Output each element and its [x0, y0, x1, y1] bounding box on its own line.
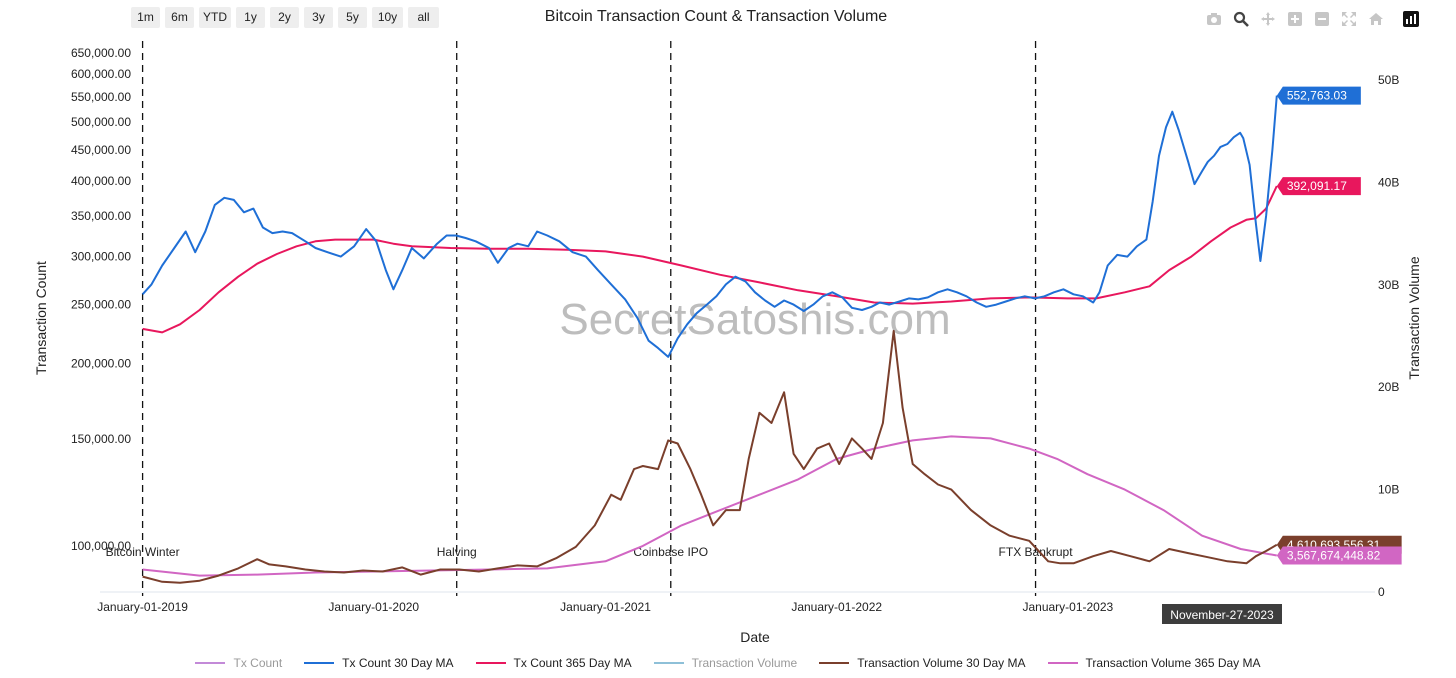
- camera-icon[interactable]: [1204, 9, 1224, 29]
- range-button-2y[interactable]: 2y: [270, 7, 299, 28]
- y2-axis-ticks: 0 10B 20B 30B 40B 50B: [1378, 73, 1399, 599]
- value-label-text: 3,567,674,448.82: [1287, 548, 1381, 562]
- plotly-logo-icon[interactable]: [1401, 9, 1421, 29]
- y2-tick-label: 20B: [1378, 380, 1399, 394]
- range-selector: 1m 6m YTD 1y 2y 3y 5y 10y all: [131, 7, 439, 28]
- series-line-tx-count-365-day-ma: [142, 185, 1278, 334]
- value-label-text: 552,763.03: [1287, 89, 1347, 103]
- x-axis-ticks: January-01-2019 January-01-2020 January-01…: [97, 600, 1113, 614]
- event-label-bitcoin-winter: Bitcoin Winter: [106, 545, 180, 559]
- value-label-box: [1276, 86, 1361, 105]
- y-tick-label: 650,000.00: [71, 46, 131, 60]
- legend-label: Transaction Volume: [691, 656, 798, 670]
- legend-swatch: [819, 662, 850, 664]
- value-label-transaction-volume-365-day-ma: 3,567,674,448.82: [1276, 546, 1402, 565]
- legend-label: Tx Count 365 Day MA: [513, 656, 632, 670]
- y2-tick-label: 30B: [1378, 278, 1399, 292]
- x-tick-label: January-01-2022: [791, 600, 882, 614]
- event-label-ftx-bankrupt: FTX Bankrupt: [999, 545, 1074, 559]
- legend-swatch: [475, 662, 506, 664]
- event-markers: Bitcoin Winter Halving Coinbase IPO FTX Ban…: [106, 41, 1074, 596]
- value-label-tx-count-365-day-ma: 392,091.17: [1276, 177, 1361, 196]
- y2-tick-label: 50B: [1378, 73, 1399, 87]
- reset-axes-icon[interactable]: [1366, 9, 1386, 29]
- y-tick-label: 450,000.00: [71, 143, 131, 157]
- legend-item-tx-count-30-day-ma[interactable]: Tx Count 30 Day MA: [304, 656, 454, 670]
- hover-date: November-27-2023: [1170, 608, 1274, 622]
- x-tick-label: January-01-2019: [97, 600, 188, 614]
- y2-tick-label: 40B: [1378, 175, 1399, 189]
- x-tick-label: January-01-2021: [560, 600, 651, 614]
- legend-item-transaction-volume[interactable]: Transaction Volume: [653, 656, 798, 670]
- y2-tick-label: 0: [1378, 585, 1385, 599]
- y2-tick-label: 10B: [1378, 483, 1399, 497]
- series-lines: [141, 95, 1278, 584]
- pan-icon[interactable]: [1258, 9, 1278, 29]
- range-button-3y[interactable]: 3y: [304, 7, 333, 28]
- y-tick-label: 300,000.00: [71, 250, 131, 264]
- y-tick-label: 100,000.00: [71, 539, 131, 553]
- y-tick-label: 150,000.00: [71, 432, 131, 446]
- value-label-text: 392,091.17: [1287, 179, 1347, 193]
- y2-axis-title: Transaction Volume: [1406, 256, 1422, 379]
- legend-item-transaction-volume-30-day-ma[interactable]: Transaction Volume 30 Day MA: [819, 656, 1026, 670]
- legend-label: Transaction Volume 365 Day MA: [1085, 656, 1261, 670]
- legend-label: Tx Count 30 Day MA: [342, 656, 454, 670]
- hover-date-tooltip: November-27-2023: [1162, 604, 1282, 624]
- range-button-5y[interactable]: 5y: [338, 7, 367, 28]
- y-axis-ticks: 100,000.00 150,000.00 200,000.00 250,000.00…: [71, 46, 131, 553]
- x-axis-title: Date: [740, 629, 770, 645]
- autoscale-icon[interactable]: [1339, 9, 1359, 29]
- event-label-halving: Halving: [437, 545, 477, 559]
- series-line-transaction-volume-365-day-ma: [142, 435, 1277, 577]
- range-button-10y[interactable]: 10y: [372, 7, 403, 28]
- legend-swatch: [653, 662, 684, 664]
- legend-item-tx-count[interactable]: Tx Count: [195, 656, 282, 670]
- last-value-labels: 552,763.03392,091.174,610,693,556.313,56…: [1276, 86, 1402, 565]
- y-tick-label: 250,000.00: [71, 298, 131, 312]
- legend-swatch: [195, 662, 226, 664]
- legend-item-transaction-volume-365-day-ma[interactable]: Transaction Volume 365 Day MA: [1047, 656, 1261, 670]
- chart-title: Bitcoin Transaction Count & Transaction …: [545, 8, 888, 25]
- y-tick-label: 350,000.00: [71, 209, 131, 223]
- legend-label: Transaction Volume 30 Day MA: [857, 656, 1026, 670]
- series-line-transaction-volume-30-day-ma: [142, 329, 1278, 584]
- event-label-coinbase-ipo: Coinbase IPO: [633, 545, 708, 559]
- value-label-box: [1276, 177, 1361, 196]
- range-button-ytd[interactable]: YTD: [199, 7, 231, 28]
- value-label-box: [1276, 546, 1402, 565]
- zoom-icon[interactable]: [1231, 9, 1251, 29]
- x-tick-label: January-01-2020: [328, 600, 419, 614]
- legend-label: Tx Count: [233, 656, 283, 670]
- modebar: [1204, 9, 1421, 29]
- zoom-in-icon[interactable]: [1285, 9, 1305, 29]
- y-axis-title: Transaction Count: [33, 261, 49, 375]
- legend-swatch: [1047, 662, 1078, 664]
- series-line-tx-count-30-day-ma: [141, 95, 1278, 358]
- x-tick-label: January-01-2023: [1022, 600, 1113, 614]
- range-button-6m[interactable]: 6m: [165, 7, 194, 28]
- y-tick-label: 550,000.00: [71, 90, 131, 104]
- range-button-1m[interactable]: 1m: [131, 7, 160, 28]
- value-label-tx-count-30-day-ma: 552,763.03: [1276, 86, 1361, 105]
- range-button-1y[interactable]: 1y: [236, 7, 265, 28]
- range-button-all[interactable]: all: [408, 7, 439, 28]
- legend: Tx Count Tx Count 30 Day MA Tx Count 365 D…: [0, 656, 1456, 670]
- zoom-out-icon[interactable]: [1312, 9, 1332, 29]
- y-tick-label: 400,000.00: [71, 174, 131, 188]
- y-tick-label: 500,000.00: [71, 115, 131, 129]
- legend-item-tx-count-365-day-ma[interactable]: Tx Count 365 Day MA: [475, 656, 632, 670]
- y-tick-label: 600,000.00: [71, 67, 131, 81]
- legend-swatch: [304, 662, 335, 664]
- y-tick-label: 200,000.00: [71, 356, 131, 370]
